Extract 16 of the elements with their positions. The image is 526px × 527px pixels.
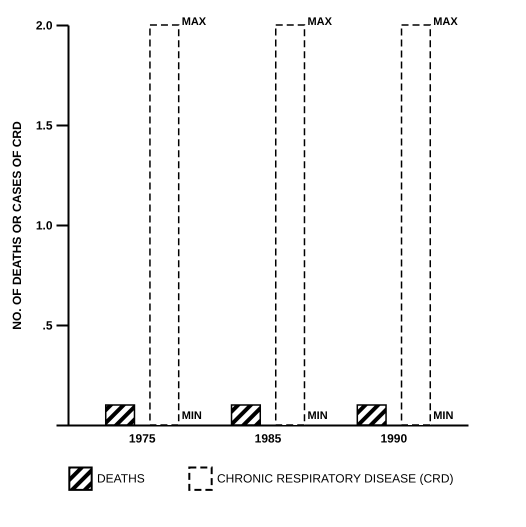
- annotation: MAX: [182, 16, 207, 28]
- x-tick-label: 1975: [128, 432, 156, 446]
- annotation: MIN: [182, 410, 202, 422]
- annotation: MIN: [307, 410, 328, 422]
- y-tick-label: 1.5: [36, 118, 53, 132]
- legend-label: DEATHS: [97, 472, 145, 486]
- y-axis-title: NO. OF DEATHS OR CASES OF CRD: [10, 120, 24, 330]
- x-tick-label: 1985: [254, 432, 282, 446]
- annotation: MAX: [307, 16, 333, 28]
- y-tick-label: 2.0: [36, 18, 53, 32]
- annotation: MIN: [433, 410, 454, 422]
- legend-label: CHRONIC RESPIRATORY DISEASE (CRD): [217, 472, 454, 486]
- y-tick-label: .5: [42, 318, 53, 332]
- y-tick-label: 1.0: [36, 218, 53, 232]
- annotation: MAX: [433, 16, 458, 28]
- x-tick-label: 1990: [380, 432, 408, 446]
